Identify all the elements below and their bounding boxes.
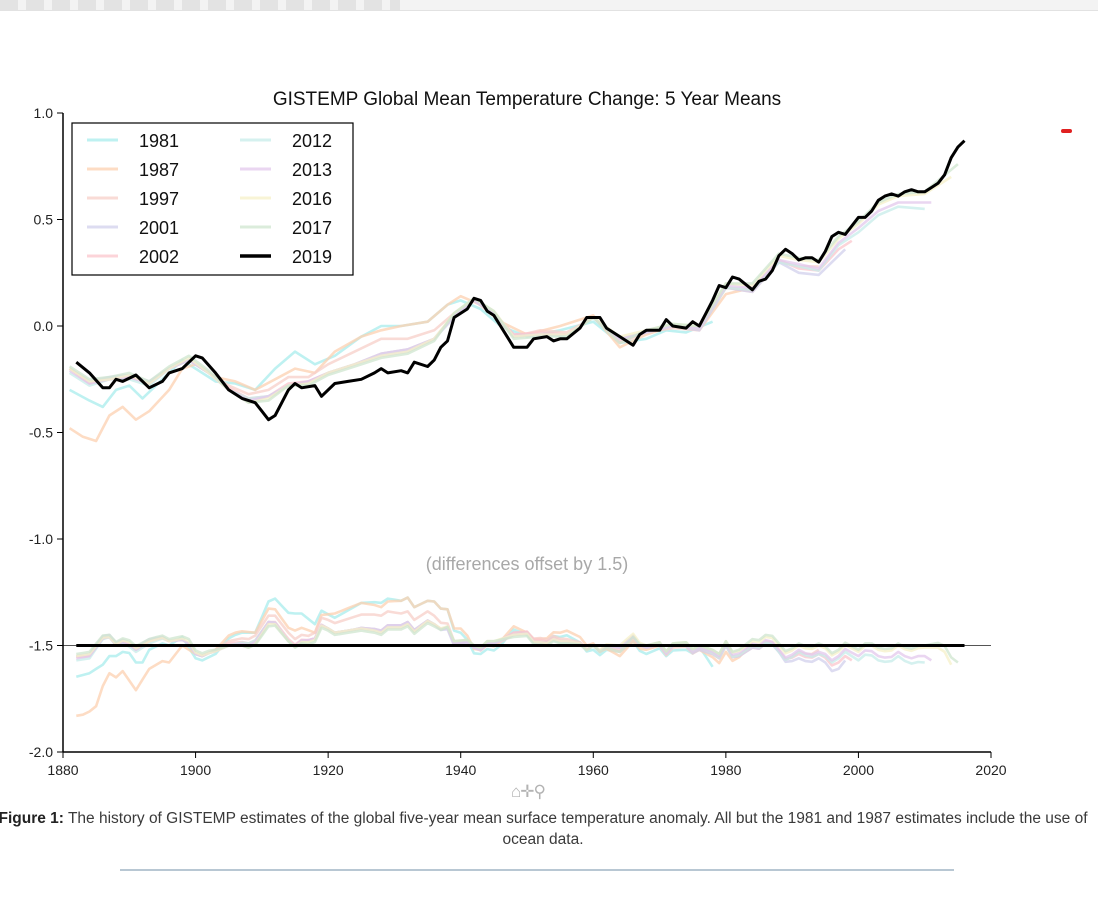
browser-top-strip	[0, 0, 1098, 11]
legend-label-2019: 2019	[292, 247, 332, 267]
y-tick-label-1.0: 1.0	[34, 105, 54, 121]
clipped-text-ghost	[0, 0, 400, 10]
difference-line-1981	[75, 596, 714, 678]
axes: 1880 1900 1920 1940 1960 1980 2000 2020 -2.0 -1.5…	[29, 105, 1007, 778]
x-tick-label-1880: 1880	[47, 762, 78, 778]
legend-label-2017: 2017	[292, 218, 332, 238]
section-divider	[120, 869, 954, 871]
y-tick-label-0.0: 0.0	[34, 318, 54, 334]
y-tick-label--0.5: -0.5	[29, 425, 53, 441]
legend-label-1981: 1981	[139, 131, 179, 151]
chart-title: GISTEMP Global Mean Temperature Change: …	[273, 89, 781, 110]
legend-label-1987: 1987	[139, 160, 179, 180]
figure-caption: Figure 1: The history of GISTEMP estimat…	[0, 808, 1096, 850]
x-tick-label-1900: 1900	[180, 762, 211, 778]
legend-label-2013: 2013	[292, 160, 332, 180]
x-tick-label-2020: 2020	[975, 762, 1006, 778]
series-line-1981	[68, 299, 714, 409]
caption-text: The history of GISTEMP estimates of the …	[63, 810, 1088, 848]
red-marker	[1061, 129, 1072, 133]
x-tick-label-1940: 1940	[445, 762, 476, 778]
x-tick-label-1980: 1980	[710, 762, 741, 778]
difference-line-1987	[76, 596, 754, 718]
temperature-chart: GISTEMP Global Mean Temperature Change: …	[29, 89, 1007, 778]
x-tick-label-2000: 2000	[843, 762, 874, 778]
y-tick-label--1.0: -1.0	[29, 531, 53, 547]
caption-label: Figure 1:	[0, 810, 64, 827]
legend: 1981 1987 1997 2001 2002 2012 2013 2016 2017 2019	[71, 122, 354, 276]
plot-toolbar[interactable]: ⌂✛⚲	[511, 782, 546, 801]
legend-box	[71, 122, 354, 276]
series-line-2019	[75, 139, 966, 422]
y-tick-label--1.5: -1.5	[29, 638, 53, 654]
legend-label-1997: 1997	[139, 189, 179, 209]
y-tick-label-0.5: 0.5	[34, 212, 54, 228]
legend-label-2002: 2002	[139, 247, 179, 267]
legend-label-2001: 2001	[139, 218, 179, 238]
difference-lines	[63, 596, 991, 718]
legend-label-2016: 2016	[292, 189, 332, 209]
series-lines	[68, 139, 966, 443]
legend-label-2012: 2012	[292, 131, 332, 151]
offset-annotation: (differences offset by 1.5)	[426, 554, 628, 574]
y-tick-label--2.0: -2.0	[29, 744, 53, 760]
x-tick-label-1920: 1920	[313, 762, 344, 778]
x-tick-label-1960: 1960	[578, 762, 609, 778]
